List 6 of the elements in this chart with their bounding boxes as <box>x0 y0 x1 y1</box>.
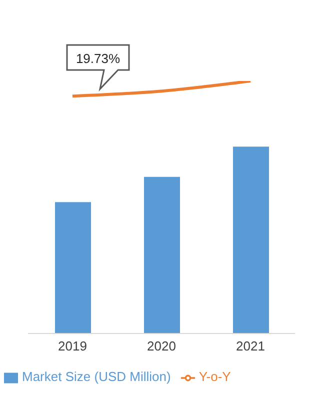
legend-label: Market Size (USD Million) <box>22 369 171 384</box>
legend-label: Y-o-Y <box>198 369 231 384</box>
x-tick-label: 2020 <box>147 338 176 354</box>
x-tick-label: 2021 <box>236 338 265 354</box>
x-tick-label: 2019 <box>58 338 87 354</box>
callout-box: 19.73% <box>66 44 130 90</box>
